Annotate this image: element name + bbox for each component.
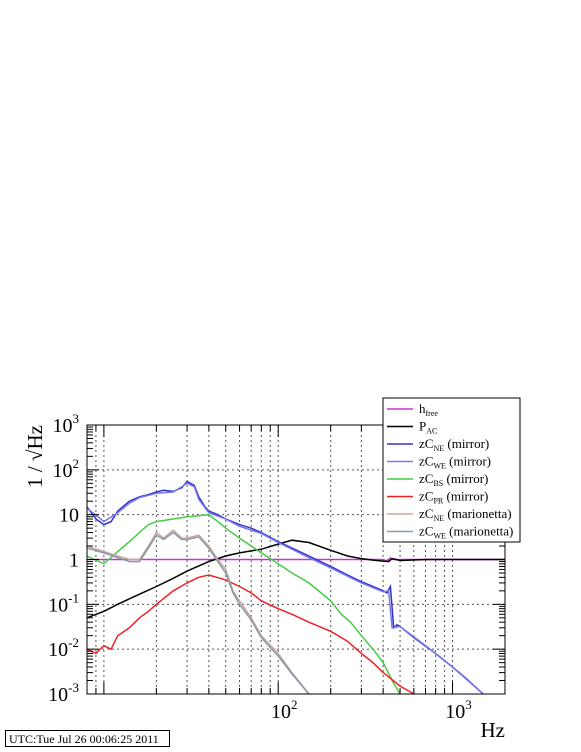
series-line — [87, 539, 505, 619]
series-line — [87, 531, 310, 694]
legend-entry: zCWE (mirror) — [419, 454, 491, 471]
legend-entry: PAC — [419, 419, 437, 436]
legend-entry: zCNE (mirror) — [419, 436, 489, 453]
legend-entry: zCNE (marionetta) — [419, 506, 512, 523]
x-axis-label: Hz — [481, 718, 506, 742]
y-tick-label: 103 — [53, 411, 80, 437]
series-line — [87, 482, 485, 694]
legend-entry: hfree — [419, 401, 438, 418]
series-layer — [87, 480, 505, 694]
legend-entry: zCPR (mirror) — [419, 489, 488, 506]
y-tick-label: 10 — [59, 505, 79, 527]
y-tick-label: 10-1 — [48, 590, 79, 616]
x-tick-label: 103 — [445, 697, 472, 723]
y-axis-label: 1 / √Hz — [23, 425, 47, 488]
y-tick-label: 102 — [53, 456, 80, 482]
series-line — [87, 529, 310, 694]
y-tick-label: 1 — [69, 550, 79, 572]
x-tick-label: 102 — [271, 697, 298, 723]
legend-entry: zCBS (mirror) — [419, 471, 488, 488]
legend-box — [382, 397, 521, 543]
series-line — [87, 574, 418, 694]
legend-entry: zCWE (marionetta) — [419, 524, 513, 541]
y-tick-label: 10-3 — [48, 680, 79, 706]
timestamp-label: UTC:Tue Jul 26 00:06:25 2011 — [5, 730, 170, 747]
y-tick-label: 10-2 — [48, 635, 79, 661]
series-line — [87, 513, 401, 694]
